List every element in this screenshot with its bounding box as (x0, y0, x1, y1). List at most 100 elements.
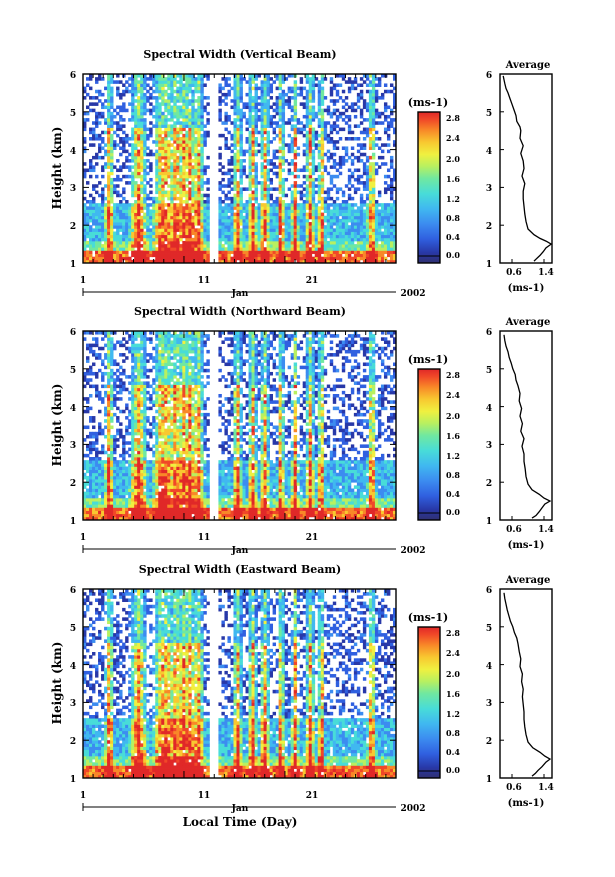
heatmap-cell (122, 256, 126, 261)
heatmap-cell (164, 168, 168, 173)
heatmap-cell (158, 83, 162, 87)
y-tick-label: 5 (70, 109, 76, 119)
heatmap-cell (251, 105, 255, 110)
heatmap-cell (335, 206, 340, 210)
heatmap-cell (110, 253, 114, 258)
heatmap-cell (158, 234, 162, 239)
heatmap-cell (110, 256, 114, 261)
heatmap-cell (365, 74, 370, 78)
heatmap-cell (356, 96, 361, 100)
heatmap-cell (377, 111, 382, 116)
heatmap-cell (170, 152, 174, 157)
heatmap-cell (131, 143, 135, 147)
heatmap-cell (86, 111, 90, 116)
heatmap-cell (251, 133, 255, 138)
heatmap-cell (194, 237, 198, 242)
heatmap-cell (332, 253, 337, 258)
heatmap-cell (332, 99, 337, 103)
heatmap-cell (143, 177, 147, 182)
heatmap-cell (389, 240, 394, 245)
heatmap-cell (182, 244, 186, 248)
heatmap-cell (368, 108, 373, 113)
heatmap-cell (341, 250, 346, 254)
heatmap-cell (260, 118, 264, 122)
heatmap-cell (200, 222, 204, 226)
heatmap-cell (341, 240, 346, 245)
heatmap-cell (335, 99, 340, 103)
heatmap-cell (143, 193, 147, 198)
heatmap-cell (260, 250, 264, 254)
heatmap-cell (389, 206, 394, 210)
heatmap-cell (161, 114, 165, 119)
heatmap-cell (335, 83, 340, 87)
heatmap-cell (335, 247, 340, 251)
heatmap-cell (107, 381, 111, 385)
heatmap-cell (104, 497, 108, 502)
heatmap-cell (335, 212, 340, 217)
heatmap-cell (161, 215, 165, 220)
heatmap-cell (122, 475, 126, 480)
heatmap-cell (179, 184, 183, 188)
heatmap-cell (362, 247, 367, 251)
heatmap-cell (278, 99, 283, 103)
heatmap-cell (344, 247, 349, 251)
heatmap-cell (197, 247, 201, 251)
heatmap-cell (110, 133, 114, 138)
heatmap-cell (266, 149, 270, 154)
heatmap-cell (251, 209, 255, 213)
heatmap-cell (296, 92, 301, 97)
heatmap-cell (179, 177, 183, 182)
heatmap-cell (95, 118, 99, 122)
heatmap-cell (269, 256, 274, 261)
heatmap-cell (149, 234, 153, 239)
heatmap-cell (104, 143, 108, 147)
heatmap-cell (203, 209, 207, 213)
heatmap-cell (254, 165, 258, 169)
heatmap-cell (137, 193, 141, 198)
heatmap-cell (134, 259, 138, 264)
heatmap-cell (233, 228, 237, 232)
heatmap-cell (359, 206, 364, 210)
heatmap-cell (185, 177, 189, 182)
year-label: 2002 (400, 289, 425, 299)
heatmap-cell (107, 516, 111, 521)
heatmap-cell (233, 259, 237, 264)
heatmap-cell (224, 121, 228, 125)
heatmap-cell (236, 77, 240, 81)
heatmap-cell (107, 444, 111, 448)
heatmap-cell (107, 218, 111, 223)
heatmap-cell (125, 250, 129, 254)
heatmap-cell (392, 187, 397, 191)
heatmap-cell (158, 149, 162, 154)
heatmap-cell (152, 215, 156, 220)
heatmap-cell (296, 231, 301, 236)
heatmap-cell (149, 130, 153, 135)
heatmap-cell (107, 237, 111, 242)
heatmap-cell (179, 105, 183, 110)
heatmap-cell (221, 228, 225, 232)
heatmap-cell (224, 83, 228, 87)
heatmap-cell (152, 140, 156, 144)
heatmap-cell (296, 218, 301, 223)
heatmap-cell (149, 111, 153, 116)
heatmap-cell (101, 469, 105, 474)
heatmap-cell (275, 244, 280, 248)
heatmap-cell (287, 225, 292, 229)
heatmap-cell (278, 118, 283, 122)
heatmap-cell (170, 225, 174, 229)
heatmap-cell (101, 431, 105, 436)
heatmap-cell (335, 114, 340, 119)
heatmap-cell (317, 237, 322, 242)
heatmap-cell (110, 441, 114, 445)
heatmap-cell (95, 494, 99, 499)
heatmap-cell (320, 250, 325, 254)
heatmap-cell (320, 174, 325, 179)
heatmap-cell (362, 225, 367, 229)
heatmap-cell (167, 133, 171, 138)
heatmap-cell (197, 140, 201, 144)
heatmap-cell (194, 218, 198, 223)
heatmap-cell (92, 133, 96, 138)
heatmap-cell (227, 114, 231, 119)
heatmap-cell (359, 159, 364, 163)
heatmap-cell (143, 74, 147, 78)
